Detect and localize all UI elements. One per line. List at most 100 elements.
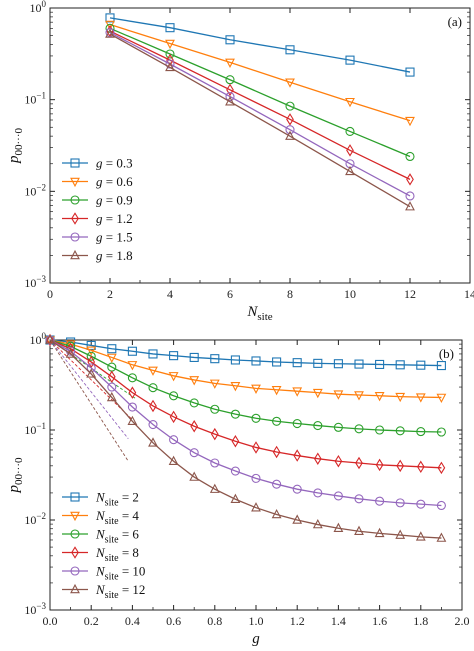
legend-entry: Nsite = 4 bbox=[95, 508, 139, 527]
data-point bbox=[252, 441, 260, 454]
data-point bbox=[312, 388, 323, 399]
x-tick-label: 0.6 bbox=[166, 614, 181, 628]
legend-entry: Nsite = 6 bbox=[95, 527, 139, 546]
data-point bbox=[272, 357, 282, 367]
series-line bbox=[109, 23, 411, 122]
data-point bbox=[210, 427, 219, 441]
series-line bbox=[49, 339, 442, 469]
data-point bbox=[107, 370, 116, 384]
legend-entry: g = 1.5 bbox=[96, 230, 133, 245]
data-point bbox=[65, 348, 76, 358]
legend-entry: g = 1.2 bbox=[96, 211, 133, 226]
series-2 bbox=[45, 335, 446, 371]
plot-frame bbox=[49, 339, 463, 611]
data-point bbox=[416, 427, 426, 437]
x-tick-label: 4 bbox=[167, 287, 173, 301]
y-tick-label: 10−2 bbox=[24, 182, 46, 198]
data-point bbox=[189, 398, 199, 408]
data-point bbox=[395, 392, 406, 403]
x-tick-label: 10 bbox=[344, 287, 356, 301]
data-point bbox=[405, 151, 415, 162]
dashed-fit-line bbox=[49, 339, 129, 462]
data-point bbox=[406, 173, 414, 186]
data-point bbox=[272, 479, 282, 489]
data-point bbox=[225, 92, 235, 102]
data-point bbox=[415, 531, 426, 541]
data-point bbox=[230, 355, 240, 365]
y-axis-label: p00···0 bbox=[6, 128, 25, 164]
data-point bbox=[86, 351, 96, 361]
data-point bbox=[86, 340, 96, 350]
data-point bbox=[230, 466, 240, 476]
x-tick-label: 1.2 bbox=[290, 614, 305, 628]
data-point bbox=[148, 349, 158, 359]
data-point bbox=[251, 356, 261, 366]
data-point bbox=[225, 35, 235, 45]
x-tick-label: 2.0 bbox=[455, 614, 470, 628]
data-point bbox=[395, 529, 406, 539]
data-point bbox=[354, 391, 364, 401]
data-point bbox=[333, 491, 343, 501]
data-point bbox=[405, 191, 415, 201]
legend-entry: Nsite = 12 bbox=[95, 582, 145, 601]
data-point bbox=[210, 458, 220, 468]
legend-marker bbox=[70, 232, 80, 242]
data-point bbox=[285, 130, 295, 140]
series-0.3 bbox=[105, 13, 415, 77]
panel-label: (a) bbox=[448, 14, 462, 29]
series-1.2 bbox=[106, 24, 414, 186]
data-point bbox=[395, 498, 405, 508]
data-point bbox=[165, 49, 175, 59]
legend-marker bbox=[70, 249, 80, 260]
data-point bbox=[354, 525, 364, 535]
data-point bbox=[190, 420, 199, 433]
data-point bbox=[189, 352, 199, 362]
legend-marker bbox=[71, 212, 79, 225]
data-point bbox=[293, 449, 302, 462]
data-point bbox=[209, 379, 220, 389]
x-tick-label: 1.0 bbox=[249, 614, 264, 628]
series-6 bbox=[45, 335, 446, 437]
chart-panel-a: 0 2 4 6 8 10 12 14 10−3 10−2 10−1 100 Nsite p00···0 (a… bbox=[6, 0, 474, 323]
data-point bbox=[106, 391, 117, 402]
data-point bbox=[405, 67, 415, 77]
data-point bbox=[168, 372, 179, 382]
data-point bbox=[333, 359, 343, 369]
data-point bbox=[127, 415, 138, 426]
legend-entry: Nsite = 2 bbox=[95, 490, 139, 509]
data-point bbox=[415, 393, 426, 403]
data-point bbox=[107, 382, 117, 392]
panel-label: (b) bbox=[439, 346, 454, 361]
data-point bbox=[285, 101, 295, 111]
x-tick-label: 1.8 bbox=[413, 614, 428, 628]
data-point bbox=[148, 419, 158, 430]
data-point bbox=[354, 424, 364, 434]
series-1.8 bbox=[105, 28, 415, 211]
y-tick-label: 100 bbox=[30, 331, 47, 347]
series-line bbox=[49, 339, 442, 539]
data-point bbox=[165, 23, 175, 33]
dashed-fit-line bbox=[49, 339, 133, 421]
data-point bbox=[168, 455, 179, 465]
series-line bbox=[109, 30, 411, 180]
data-point bbox=[375, 458, 384, 472]
data-point bbox=[210, 404, 220, 414]
data-point bbox=[231, 434, 240, 448]
data-point bbox=[65, 340, 76, 350]
series-line bbox=[109, 17, 411, 73]
data-point bbox=[127, 373, 137, 383]
data-point bbox=[405, 116, 415, 127]
y-tick-label: 10−3 bbox=[24, 274, 46, 290]
data-point bbox=[436, 427, 446, 437]
x-axis-label: g bbox=[252, 631, 260, 647]
data-point bbox=[395, 360, 405, 370]
series-0.6 bbox=[105, 20, 415, 127]
series-8 bbox=[46, 333, 446, 475]
data-point bbox=[313, 421, 323, 431]
legend-marker bbox=[71, 546, 79, 559]
data-point bbox=[189, 471, 200, 481]
data-point bbox=[251, 502, 261, 512]
series-line bbox=[109, 27, 411, 158]
data-point bbox=[292, 514, 303, 524]
